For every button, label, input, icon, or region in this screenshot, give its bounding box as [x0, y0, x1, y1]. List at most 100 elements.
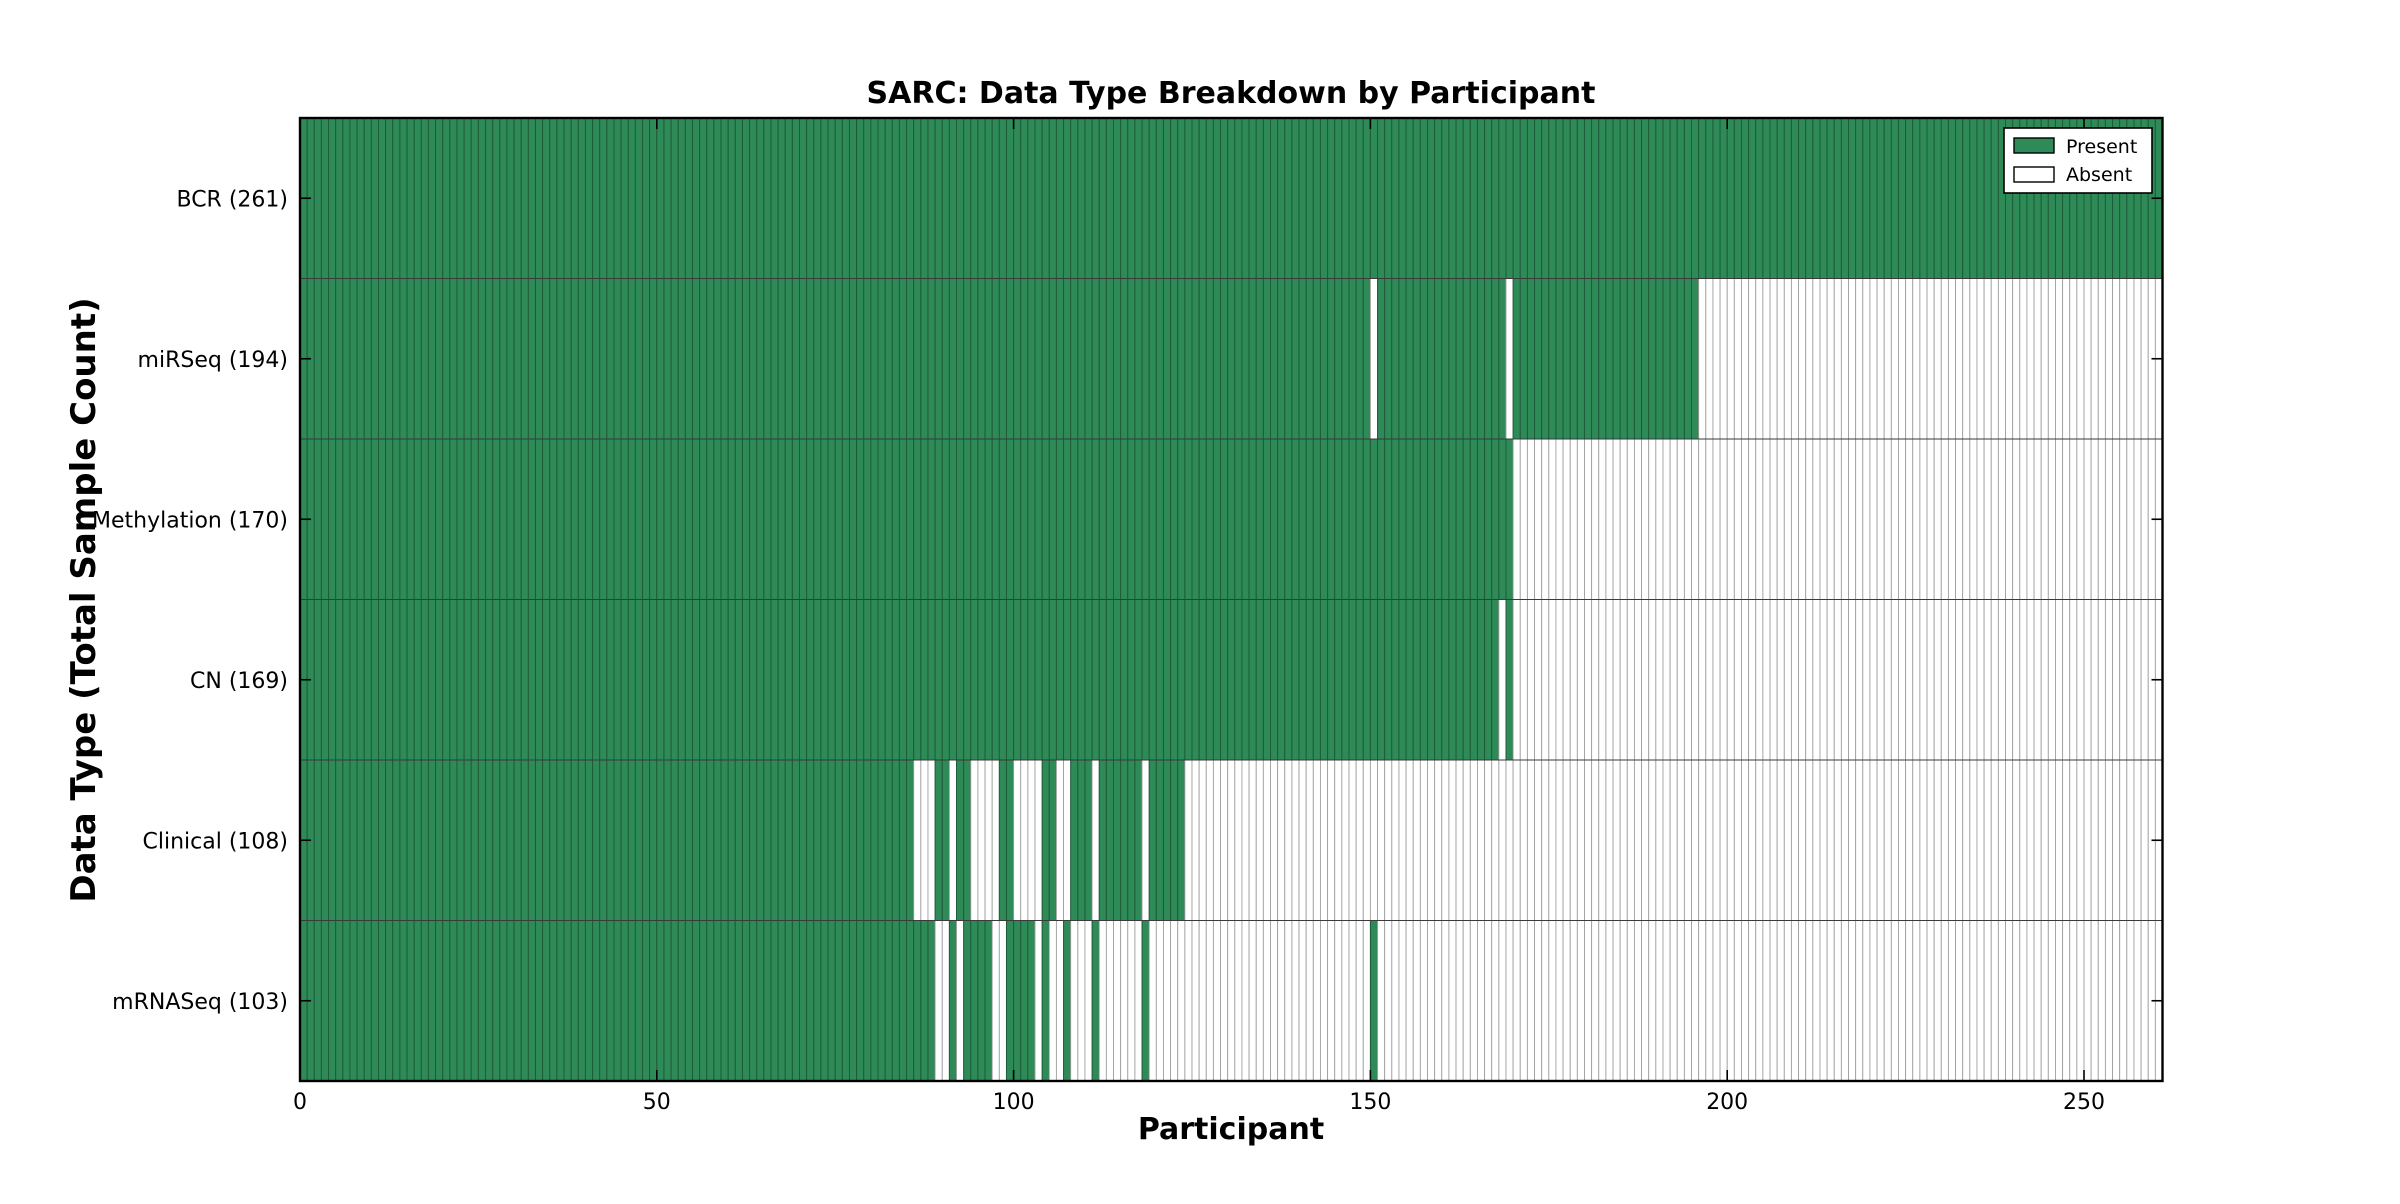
participant-cell	[784, 759, 793, 921]
participant-cell	[970, 278, 979, 440]
participant-cell	[1234, 278, 1243, 440]
participant-cell	[549, 117, 558, 279]
participant-cell	[320, 117, 330, 279]
participant-cell	[1384, 599, 1393, 761]
participant-cell	[1969, 920, 1978, 1082]
participant-cell	[2119, 438, 2128, 600]
participant-cell	[1626, 278, 1635, 440]
participant-cell	[1855, 759, 1864, 921]
participant-cell	[542, 438, 551, 600]
participant-cell	[1476, 278, 1486, 440]
participant-cell	[2097, 278, 2106, 440]
participant-cell	[1105, 278, 1115, 440]
participant-cell	[1826, 759, 1835, 921]
participant-cell	[420, 599, 429, 761]
participant-cell	[956, 759, 965, 921]
participant-cell	[870, 759, 879, 921]
participant-cell	[1134, 278, 1143, 440]
participant-cell	[1341, 438, 1350, 600]
participant-cell	[1141, 278, 1150, 440]
participant-cell	[820, 599, 829, 761]
participant-cell	[1890, 438, 1899, 600]
participant-cell	[1013, 759, 1022, 921]
participant-cell	[684, 117, 693, 279]
participant-cell	[1041, 920, 1050, 1082]
participant-cell	[1255, 920, 1264, 1082]
participant-cell	[320, 278, 330, 440]
participant-cell	[1819, 920, 1828, 1082]
participant-cell	[756, 599, 765, 761]
participant-cell	[706, 117, 715, 279]
participant-cell	[2097, 599, 2106, 761]
participant-cell	[313, 278, 322, 440]
participant-cell	[1969, 438, 1978, 600]
participant-cell	[1955, 599, 1964, 761]
participant-cell	[934, 759, 943, 921]
participant-cell	[1448, 438, 1457, 600]
participant-cell	[1419, 438, 1428, 600]
participant-cell	[1070, 920, 1079, 1082]
participant-cell	[613, 117, 622, 279]
participant-cell	[1790, 599, 1800, 761]
participant-cell	[1605, 920, 1614, 1082]
participant-cell	[335, 599, 344, 761]
participant-cell	[427, 278, 437, 440]
participant-cell	[1669, 759, 1678, 921]
participant-cell	[2112, 599, 2121, 761]
participant-cell	[813, 759, 822, 921]
participant-cell	[399, 117, 408, 279]
participant-cell	[1434, 438, 1443, 600]
participant-cell	[749, 920, 758, 1082]
participant-cell	[1555, 599, 1564, 761]
participant-cell	[335, 759, 344, 921]
participant-cell	[741, 599, 751, 761]
participant-cell	[1741, 438, 1750, 600]
participant-cell	[2090, 759, 2099, 921]
participant-cell	[713, 599, 722, 761]
participant-cell	[320, 920, 330, 1082]
participant-cell	[1041, 759, 1050, 921]
participant-cell	[1947, 920, 1957, 1082]
participant-cell	[741, 920, 751, 1082]
participant-cell	[1541, 278, 1550, 440]
participant-cell	[1255, 599, 1264, 761]
participant-cell	[1869, 759, 1878, 921]
participant-cell	[1969, 278, 1978, 440]
participant-cell	[1077, 438, 1086, 600]
participant-cell	[1134, 599, 1143, 761]
participant-cell	[1341, 759, 1350, 921]
participant-cell	[1270, 117, 1279, 279]
participant-cell	[891, 117, 900, 279]
participant-cell	[1070, 117, 1079, 279]
participant-cell	[1398, 599, 1407, 761]
participant-cell	[1191, 920, 1200, 1082]
participant-cell	[1041, 117, 1050, 279]
participant-cell	[1163, 920, 1172, 1082]
participant-cell	[1277, 759, 1286, 921]
participant-cell	[920, 278, 929, 440]
participant-cell	[1034, 278, 1043, 440]
participant-cell	[2140, 759, 2149, 921]
participant-cell	[1890, 759, 1899, 921]
participant-cell	[1840, 117, 1850, 279]
participant-cell	[1305, 920, 1314, 1082]
participant-cell	[470, 278, 479, 440]
participant-cell	[1598, 117, 1607, 279]
participant-cell	[1426, 438, 1436, 600]
participant-cell	[1691, 759, 1700, 921]
participant-cell	[363, 438, 372, 600]
participant-cell	[1555, 759, 1564, 921]
participant-cell	[1141, 599, 1150, 761]
participant-cell	[1405, 599, 1414, 761]
participant-cell	[1498, 920, 1507, 1082]
participant-cell	[1005, 278, 1015, 440]
participant-cell	[1141, 759, 1150, 921]
participant-cell	[834, 759, 843, 921]
participant-cell	[1455, 438, 1464, 600]
participant-cell	[1148, 920, 1157, 1082]
participant-cell	[1084, 759, 1093, 921]
participant-cell	[663, 759, 672, 921]
participant-cell	[2126, 759, 2135, 921]
participant-cell	[1505, 599, 1514, 761]
participant-cell	[2012, 920, 2021, 1082]
